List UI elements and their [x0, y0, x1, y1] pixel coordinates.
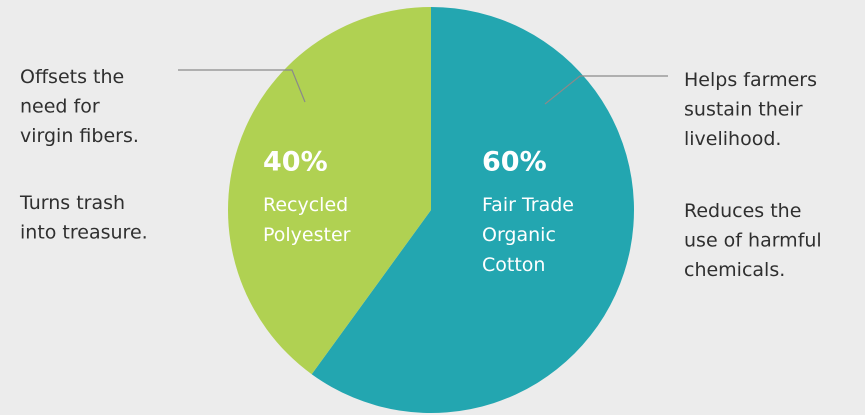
annotation: Turns trash into treasure. [19, 192, 148, 244]
annotation-line: into treasure. [20, 221, 148, 243]
annotation-line: virgin fibers. [20, 125, 139, 147]
slice-label-line: Organic [482, 224, 556, 246]
slice-label: Fair Trade Organic Cotton [482, 194, 574, 276]
annotation-line: Reduces the [684, 200, 801, 222]
slice-label-line: Cotton [482, 254, 545, 276]
value-label: 40% [263, 147, 328, 178]
annotation-line: sustain their [684, 98, 803, 120]
pie-slice [228, 7, 431, 375]
annotation-line: Helps farmers [684, 69, 817, 91]
annotation-line: Offsets the [20, 66, 124, 88]
annotation-line: livelihood. [684, 128, 781, 150]
pie-slice [311, 7, 634, 414]
annotation: Helps farmers sustain their livelihood. [684, 69, 817, 150]
slice-label-line: Fair Trade [482, 194, 574, 216]
slice-label-line: Polyester [263, 224, 351, 246]
leader-line [544, 75, 668, 105]
slice-label: Recycled Polyester [263, 194, 351, 246]
pie [228, 7, 634, 414]
annotation: Reduces the use of harmful chemicals. [684, 200, 822, 281]
annotation-line: chemicals. [684, 259, 785, 281]
value-label: 60% [482, 147, 547, 178]
slice-label-line: Recycled [263, 194, 348, 216]
annotation-line: Turns trash [19, 192, 125, 214]
annotation: Offsets the need for virgin fibers. [20, 66, 139, 147]
leader-line [178, 69, 306, 103]
annotation-line: need for [20, 95, 100, 117]
annotation-line: use of harmful [684, 229, 822, 251]
